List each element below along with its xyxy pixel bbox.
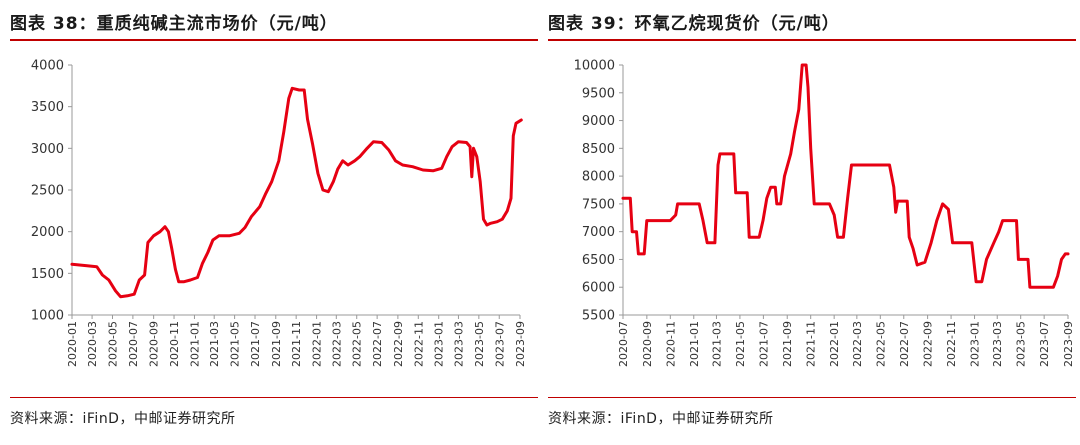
series-line — [621, 63, 1070, 289]
line-chart-soda-ash: 1000 1500 2000 2500 3000 3500 4000 2020-01 2020-… — [31, 59, 527, 367]
x-tick-label: 2021-05 — [229, 321, 242, 367]
x-tick-label: 2022-01 — [828, 321, 841, 367]
x-tick-label: 2021-05 — [734, 321, 747, 367]
y-tick-label: 9000 — [582, 114, 615, 129]
x-tick-label: 2022-03 — [851, 321, 864, 367]
y-tick-label: 6000 — [582, 281, 615, 296]
x-tick-label: 2022-11 — [412, 321, 425, 367]
x-tick-label: 2020-09 — [148, 321, 161, 367]
y-tick-label: 8000 — [582, 170, 615, 185]
x-tick-label: 2023-01 — [433, 321, 446, 367]
x-tick-label: 2020-11 — [664, 321, 677, 367]
x-tick-label: 2020-03 — [86, 321, 99, 367]
source-note: 资料来源：iFinD，中邮证券研究所 — [548, 411, 774, 427]
x-tick-label: 2023-07 — [493, 321, 506, 367]
x-tick-label: 2022-09 — [392, 321, 405, 367]
footer-rule — [548, 397, 1076, 398]
y-tick-label: 3000 — [31, 142, 64, 157]
x-tick-label: 2020-05 — [106, 321, 119, 367]
title-rule — [10, 39, 538, 41]
x-tick-label: 2022-09 — [922, 321, 935, 367]
x-tick-label: 2020-07 — [127, 321, 140, 367]
x-tick-label: 2022-07 — [898, 321, 911, 367]
series-line — [70, 86, 523, 299]
x-tick-label: 2023-09 — [514, 321, 527, 367]
chart-title: 图表 38：重质纯碱主流市场价（元/吨） — [10, 14, 338, 34]
x-tick-label: 2023-05 — [1015, 321, 1028, 367]
x-tick-label: 2020-01 — [66, 321, 79, 367]
y-tick-label: 5500 — [582, 309, 615, 324]
x-tick-label: 2022-03 — [330, 321, 343, 367]
x-tick-label: 2021-07 — [757, 321, 770, 367]
y-tick-label: 1500 — [31, 267, 64, 282]
x-tick-label: 2020-07 — [617, 321, 630, 367]
x-tick-label: 2021-07 — [249, 321, 262, 367]
x-tick-label: 2022-07 — [371, 321, 384, 367]
x-tick-label: 2022-05 — [874, 321, 887, 367]
x-tick-label: 2022-05 — [351, 321, 364, 367]
y-tick-label: 4000 — [31, 59, 64, 74]
x-tick-label: 2023-03 — [452, 321, 465, 367]
chart-panel-ethylene-oxide: 图表 39：环氧乙烷现货价（元/吨） 5500 6000 6500 7000 7500 8… — [548, 0, 1076, 445]
x-tick-label: 2023-03 — [991, 321, 1004, 367]
x-tick-label: 2021-11 — [805, 321, 818, 367]
x-tick-label: 2023-05 — [473, 321, 486, 367]
x-tick-label: 2021-09 — [270, 321, 283, 367]
x-tick-label: 2023-07 — [1038, 321, 1051, 367]
chart-panel-soda-ash: 图表 38：重质纯碱主流市场价（元/吨） 1000 1500 2000 2500 300… — [10, 0, 538, 445]
line-chart-ethylene-oxide: 5500 6000 6500 7000 7500 8000 8500 9000 9500 1000… — [574, 59, 1075, 367]
x-tick-label: 2022-11 — [945, 321, 958, 367]
y-tick-label: 7000 — [582, 225, 615, 240]
x-tick-label: 2021-03 — [208, 321, 221, 367]
x-tick-label: 2020-11 — [168, 321, 181, 367]
source-note: 资料来源：iFinD，中邮证券研究所 — [10, 411, 236, 427]
y-tick-label: 1000 — [31, 309, 64, 324]
title-rule — [548, 39, 1076, 41]
y-tick-label: 2500 — [31, 184, 64, 199]
chart-title: 图表 39：环氧乙烷现货价（元/吨） — [548, 14, 840, 34]
x-tick-label: 2023-09 — [1062, 321, 1075, 367]
x-tick-label: 2021-09 — [781, 321, 794, 367]
y-tick-label: 6500 — [582, 253, 615, 268]
footer-rule — [10, 397, 538, 398]
x-tick-label: 2022-01 — [311, 321, 324, 367]
x-tick-label: 2021-03 — [710, 321, 723, 367]
x-tick-label: 2023-01 — [969, 321, 982, 367]
x-tick-label: 2021-01 — [188, 321, 201, 367]
x-tick-label: 2020-09 — [641, 321, 654, 367]
y-tick-label: 2000 — [31, 225, 64, 240]
y-tick-label: 7500 — [582, 197, 615, 212]
x-tick-label: 2021-11 — [290, 321, 303, 367]
y-tick-label: 3500 — [31, 100, 64, 115]
y-tick-label: 10000 — [574, 59, 615, 74]
y-tick-label: 9500 — [582, 86, 615, 101]
y-tick-label: 8500 — [582, 142, 615, 157]
x-tick-label: 2021-01 — [688, 321, 701, 367]
